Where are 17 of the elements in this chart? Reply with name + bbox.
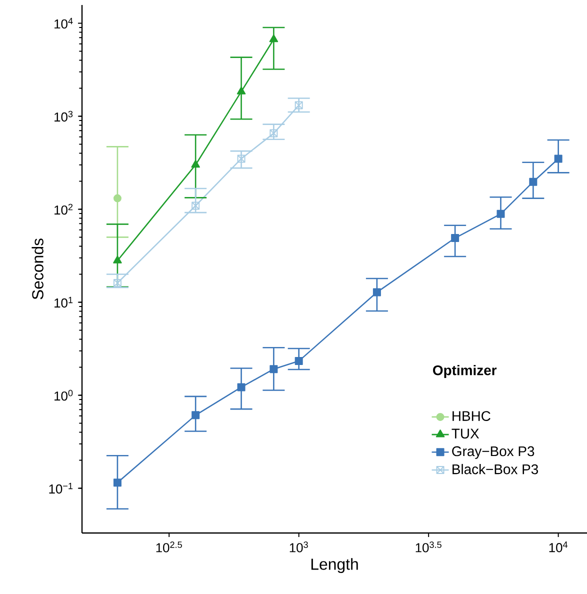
x-tick-label: 10$^{3}$ xyxy=(290,542,308,552)
x-tick-label: 10$^{2.5}$ xyxy=(156,542,182,552)
x-axis-title: Length xyxy=(311,558,358,574)
x-tick-label: 10$^{4}$ xyxy=(549,542,568,552)
y-tick-label: 10$^{−1}$ xyxy=(49,482,73,494)
y-tick-label: 10$^{4}$ xyxy=(54,18,73,29)
y-tick-label: 10$^{1}$ xyxy=(54,296,73,308)
y-tick-label: 10$^{0}$ xyxy=(54,390,73,401)
x-tick-label: 10$^{3.5}$ xyxy=(416,542,442,552)
y-tick-label: 10$^{3}$ xyxy=(54,110,73,122)
legend-title: Optimizer xyxy=(433,365,497,378)
legend-label: Gray−Box P3 xyxy=(452,446,534,459)
legend-label: Black−Box P3 xyxy=(452,464,538,474)
y-tick-label: 10$^{2}$ xyxy=(54,204,73,215)
legend-label: HBHC xyxy=(452,411,490,421)
y-axis-title: Seconds xyxy=(32,238,44,300)
legend-label: TUX xyxy=(452,428,480,439)
